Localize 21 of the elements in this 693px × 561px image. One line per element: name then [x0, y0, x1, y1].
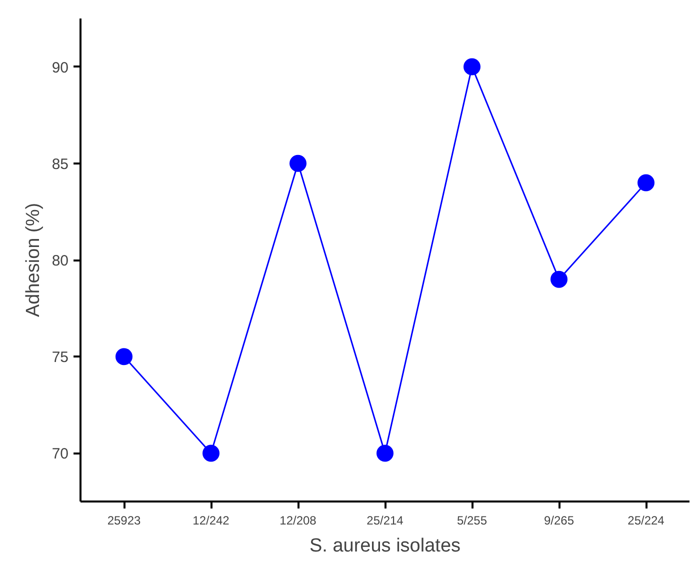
- point: [550, 270, 568, 288]
- point: [290, 154, 306, 172]
- y-axis-title: Adhesion (%): [22, 202, 44, 318]
- point: [638, 174, 654, 192]
- y-tick-label: 70: [52, 446, 69, 463]
- point: [202, 444, 220, 462]
- x-tick-label: 25/214: [366, 514, 404, 528]
- point: [376, 444, 394, 462]
- x-tick-label: 12/208: [280, 514, 317, 528]
- y-tick-label: 80: [52, 252, 69, 270]
- y-tick-label: 85: [52, 156, 69, 173]
- x-tick-label: 9/265: [544, 514, 574, 528]
- point: [464, 58, 480, 76]
- x-tick-label: 12/242: [192, 514, 230, 528]
- x-tick-label: 25/224: [628, 514, 665, 528]
- y-tick-label: 90: [52, 59, 69, 76]
- y-tick-label: 75: [52, 349, 69, 366]
- point: [116, 348, 132, 366]
- x-axis-title: S. aureus isolates: [309, 536, 461, 556]
- x-tick-label: 25923: [107, 514, 142, 528]
- x-tick-label: 5/255: [456, 514, 488, 528]
